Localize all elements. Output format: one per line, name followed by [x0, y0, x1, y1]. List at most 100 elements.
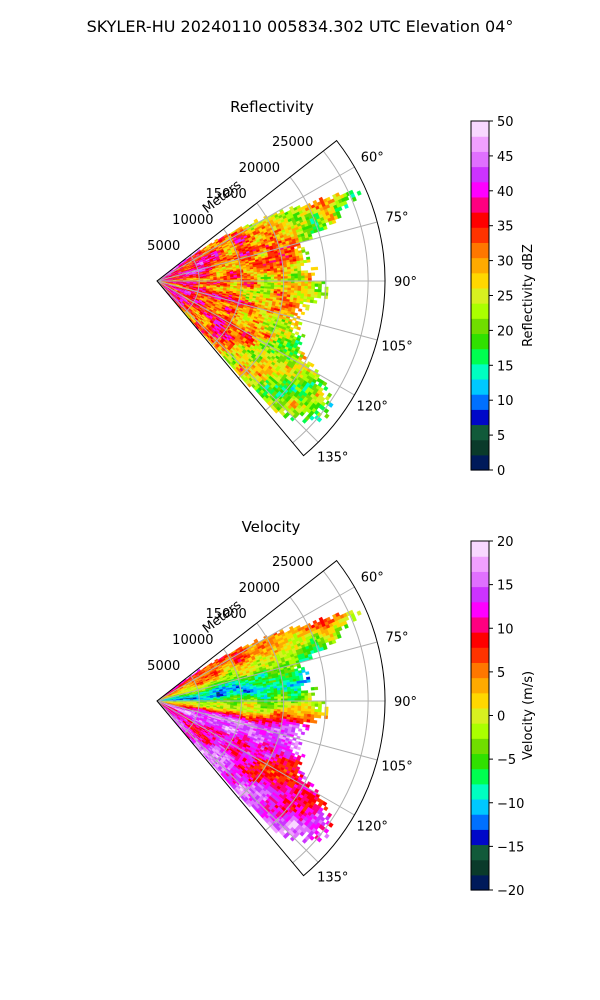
colorbar-tick-label: 10 [497, 394, 514, 409]
colorbar-swatch [471, 424, 489, 441]
range-gate-cell [310, 288, 315, 293]
colorbar-tick-label: 50 [497, 115, 514, 130]
range-gate-cell [306, 299, 311, 303]
range-gate-cell [307, 272, 312, 276]
range-gate-cell [351, 196, 357, 202]
range-gate-cell [274, 276, 278, 280]
colorbar-swatch [471, 439, 489, 456]
range-gate-cell [314, 283, 319, 287]
range-gate-cell [294, 283, 299, 287]
colorbar-swatch [471, 303, 489, 319]
range-gate-cell [317, 294, 322, 299]
range-gate-cell [317, 292, 322, 296]
range-gate-cell [270, 274, 275, 278]
range-gate-cell [311, 272, 316, 276]
range-gate-cell [284, 276, 289, 279]
range-gate-cell [287, 271, 292, 275]
colorbar-tick-label: 20 [497, 324, 514, 339]
range-gate-cell [284, 285, 289, 289]
range-gate-cell [320, 292, 325, 296]
range-gate-cell [295, 305, 300, 309]
range-gate-cell [317, 283, 322, 287]
colorbar-tick-label: 0 [497, 464, 505, 479]
range-gate-cell [298, 321, 303, 326]
range-gate-cell [313, 300, 318, 304]
azimuth-tick-label: 75° [386, 211, 409, 226]
range-gate-cell [300, 311, 306, 316]
colorbar-swatch [471, 333, 489, 350]
range-gate-cell [250, 277, 255, 280]
colorbar-swatch [471, 318, 489, 335]
range-gate-cell [257, 277, 262, 280]
colorbar-tick-label: 45 [497, 150, 514, 165]
range-gate-cell [307, 288, 312, 292]
range-gate-cell [304, 272, 309, 277]
range-gate-cell [304, 275, 309, 279]
range-gate-cell [287, 276, 292, 279]
range-gate-cell [297, 275, 302, 279]
range-gate-cell [309, 299, 314, 304]
range-gate-cell [274, 274, 278, 278]
range-gate-cell [267, 274, 272, 278]
range-gate-cell [300, 288, 305, 292]
range-gate-cell [297, 285, 302, 289]
range-gate-cell [284, 283, 289, 286]
range-gate-cell [296, 326, 302, 331]
range-gate-cell [300, 285, 305, 289]
colorbar-tick-label: 30 [497, 255, 514, 270]
range-gate-cell [301, 283, 305, 287]
azimuth-tick-label: 105° [381, 339, 412, 354]
colorbar-swatch [471, 121, 489, 137]
range-gate-cell [287, 273, 292, 277]
colorbar-swatch [471, 394, 489, 410]
colorbar-swatch [471, 212, 489, 228]
range-gate-cell [307, 275, 312, 279]
range-gate-cell [277, 282, 282, 286]
reflectivity-title: Reflectivity [230, 98, 314, 116]
azimuth-tick-label: 60° [361, 151, 384, 166]
range-gate-cell [303, 259, 308, 264]
range-gate-cell [356, 190, 362, 196]
range-gate-cell [294, 273, 299, 277]
range-gate-cell [307, 283, 312, 287]
colorbar-swatch [471, 166, 489, 183]
range-gate-cell [311, 283, 316, 287]
colorbar-swatch [471, 378, 489, 395]
range-gate-cell [305, 251, 310, 255]
colorbar-swatch [471, 196, 489, 213]
range-gate-cell [287, 285, 292, 289]
range-gate-cell [290, 273, 295, 277]
range-gate-cell [267, 282, 272, 286]
figure-suptitle: SKYLER-HU 20240110 005834.302 UTC Elevat… [87, 17, 514, 36]
colorbar-swatch [471, 409, 489, 426]
colorbar-tick-label: 25 [497, 290, 514, 305]
range-gate-cell [294, 275, 299, 279]
range-gate-cell [336, 214, 342, 219]
range-gate-cell [283, 271, 288, 275]
range-gate-cell [304, 288, 309, 292]
colorbar-swatch [471, 272, 489, 289]
range-gate-cell [344, 195, 350, 202]
colorbar-swatch [471, 287, 489, 304]
range-gate-cell [277, 274, 282, 277]
range-gate-cell [290, 275, 295, 279]
range-gate-cell [311, 286, 316, 290]
range-gate-cell [294, 270, 299, 275]
colorbar-swatch [471, 181, 489, 198]
range-gate-cell [310, 267, 315, 271]
radial-tick-label: 5000 [147, 239, 180, 254]
range-gate-cell [263, 274, 268, 278]
range-gate-cell [314, 289, 319, 293]
range-gate-cell [317, 286, 322, 290]
range-gate-cell [306, 259, 311, 263]
range-gate-cell [274, 282, 278, 286]
range-gate-cell [324, 413, 330, 419]
azimuth-tick-label: 120° [357, 399, 388, 414]
range-gate-cell [297, 288, 302, 292]
colorbar-tick-label: 40 [497, 185, 514, 200]
reflectivity-colorbar-label: Reflectivity dBZ [521, 244, 536, 347]
